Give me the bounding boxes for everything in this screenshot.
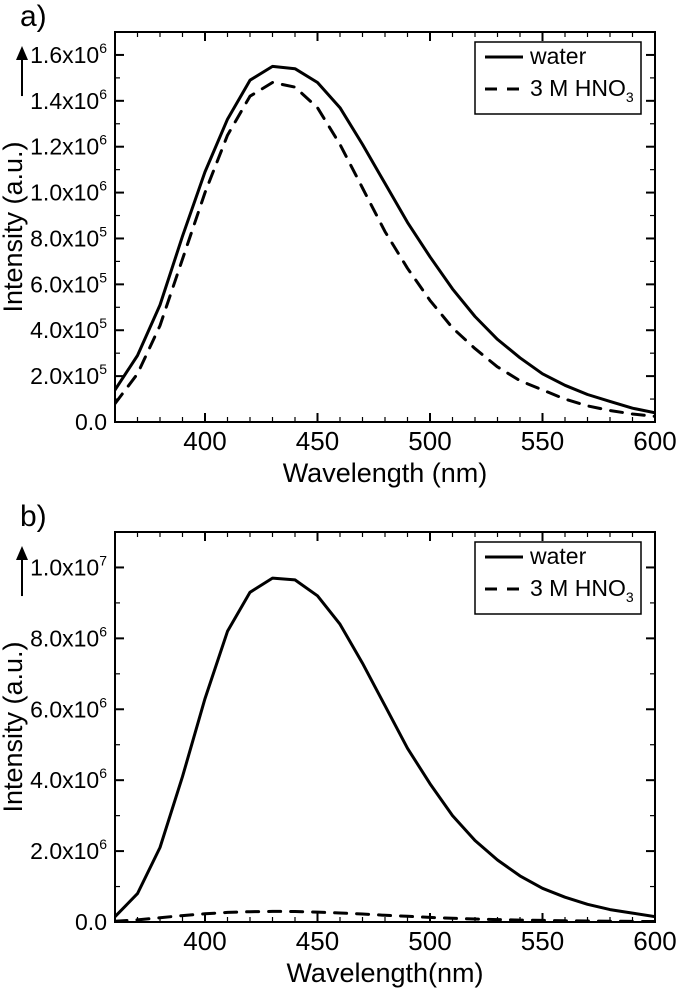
svg-text:1.4x106: 1.4x106: [30, 86, 107, 114]
svg-text:0.0: 0.0: [75, 409, 107, 435]
svg-text:1.0x106: 1.0x106: [30, 178, 107, 206]
svg-text:8.0x106: 8.0x106: [30, 623, 107, 651]
svg-text:water: water: [529, 43, 587, 69]
svg-text:3 M HNO3: 3 M HNO3: [530, 575, 634, 605]
svg-text:450: 450: [296, 926, 339, 956]
svg-text:1.6x106: 1.6x106: [30, 40, 107, 68]
svg-text:water: water: [529, 543, 587, 569]
svg-text:Wavelength (nm): Wavelength (nm): [283, 458, 488, 488]
figure-root: a) 400 450 500 550 600 Wavelength (nm) 0.0 2.0x…: [0, 0, 694, 1000]
svg-text:8.0x105: 8.0x105: [30, 223, 107, 251]
svg-text:Intensity (a.u.): Intensity (a.u.): [0, 641, 28, 812]
svg-text:550: 550: [521, 926, 564, 956]
svg-text:1.0x107: 1.0x107: [30, 552, 107, 580]
svg-text:6.0x105: 6.0x105: [30, 269, 107, 297]
svg-text:3 M HNO3: 3 M HNO3: [530, 75, 634, 105]
svg-text:Wavelength(nm): Wavelength(nm): [286, 958, 483, 988]
chart-b: 400 450 500 550 600 Wavelength(nm) 0.0 2.0x106 4…: [0, 500, 694, 1000]
chart-a: 400 450 500 550 600 Wavelength (nm) 0.0 2.0x105…: [0, 0, 694, 500]
svg-text:1.2x106: 1.2x106: [30, 132, 107, 160]
svg-text:0.0: 0.0: [75, 909, 107, 935]
svg-text:550: 550: [521, 426, 564, 456]
svg-text:4.0x106: 4.0x106: [30, 765, 107, 793]
svg-text:6.0x106: 6.0x106: [30, 694, 107, 722]
panel-a-label: a): [20, 0, 47, 34]
svg-text:450: 450: [296, 426, 339, 456]
svg-text:2.0x106: 2.0x106: [30, 836, 107, 864]
svg-text:4.0x105: 4.0x105: [30, 315, 107, 343]
svg-text:500: 500: [408, 426, 451, 456]
panel-b-label: b): [20, 500, 47, 534]
svg-text:400: 400: [183, 926, 226, 956]
svg-text:600: 600: [633, 926, 676, 956]
panel-b: b) 400 450 500 550 600 Wavelength(nm) 0.0 2.0x1…: [0, 500, 694, 1000]
svg-text:600: 600: [633, 426, 676, 456]
svg-text:2.0x105: 2.0x105: [30, 361, 107, 389]
panel-a: a) 400 450 500 550 600 Wavelength (nm) 0.0 2.0x…: [0, 0, 694, 500]
svg-text:500: 500: [408, 926, 451, 956]
svg-text:400: 400: [183, 426, 226, 456]
svg-text:Intensity (a.u.): Intensity (a.u.): [0, 141, 28, 312]
